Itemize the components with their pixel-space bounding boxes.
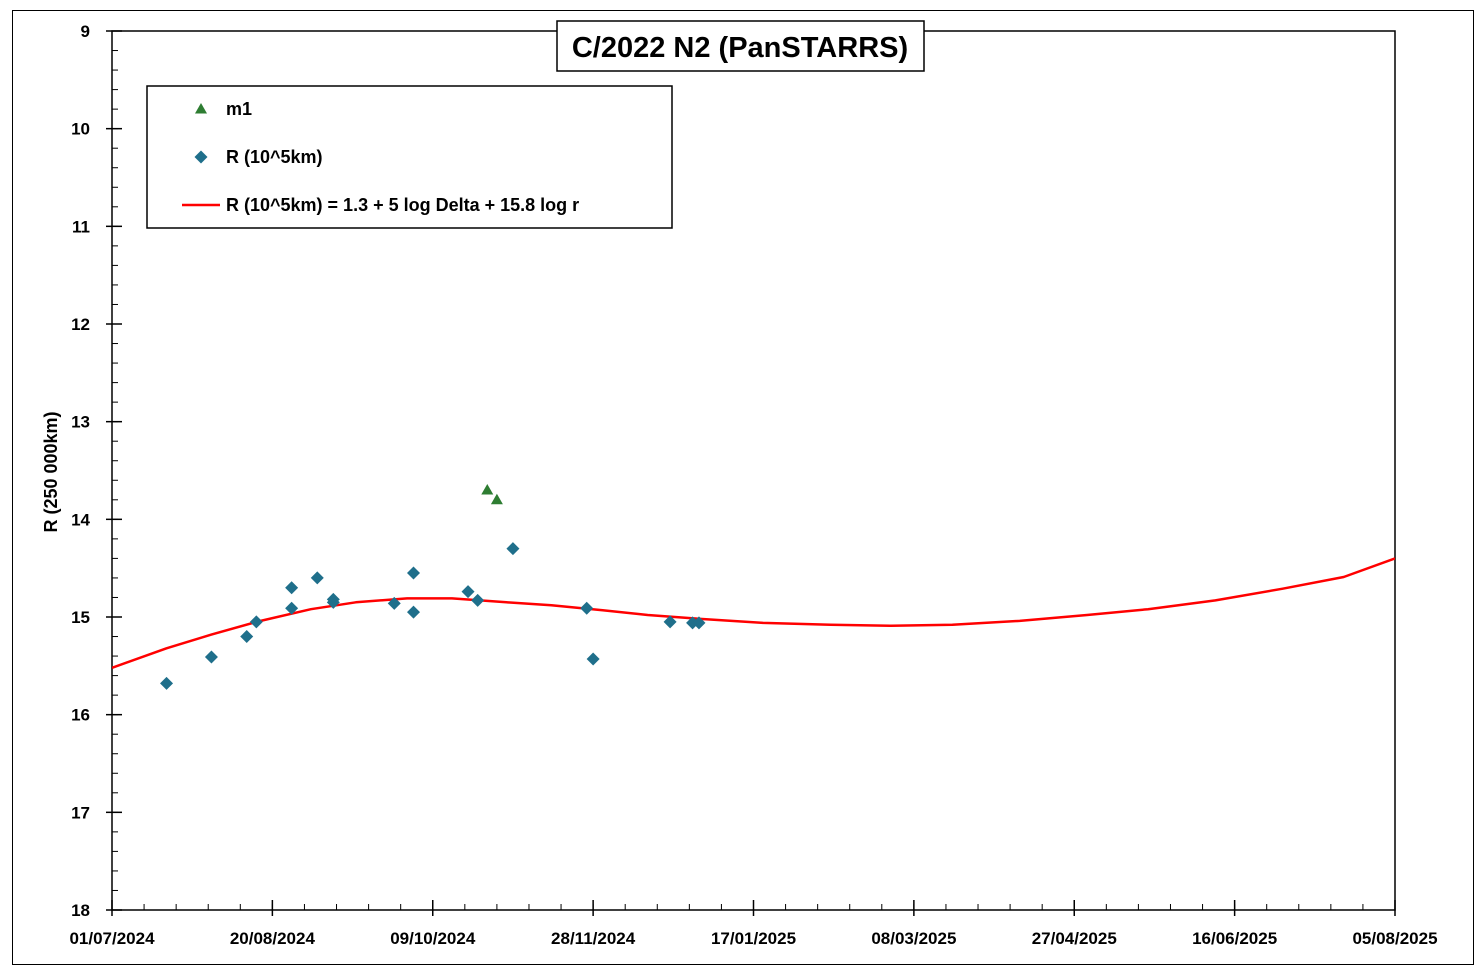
legend-label: R (10^5km) = 1.3 + 5 log Delta + 15.8 lo…	[226, 195, 579, 215]
fit-line-series	[112, 557, 1395, 669]
y-tick-label: 10	[71, 120, 90, 139]
r-point	[387, 596, 401, 610]
r-point	[285, 601, 299, 615]
r-point	[160, 676, 174, 690]
r-point	[240, 630, 254, 644]
r-point	[407, 566, 421, 580]
y-axis: 9 10 11 12 13 14 15 16 17 18	[71, 22, 122, 920]
r-point	[580, 601, 594, 615]
x-tick-label: 05/08/2025	[1352, 929, 1437, 948]
series-layer	[112, 484, 1395, 690]
y-tick-label: 18	[71, 901, 90, 920]
y-tick-label: 17	[71, 803, 90, 822]
chart-title-box: C/2022 N2 (PanSTARRS)	[556, 20, 925, 72]
m1-series	[481, 484, 503, 505]
legend-entry: R (10^5km) = 1.3 + 5 log Delta + 15.8 lo…	[182, 195, 579, 215]
x-tick-label: 08/03/2025	[871, 929, 956, 948]
x-tick-label: 09/10/2024	[390, 929, 476, 948]
r-point	[407, 605, 421, 619]
x-axis: 01/07/2024 20/08/2024 09/10/2024 28/11/2024…	[69, 900, 1438, 948]
y-tick-label: 12	[71, 315, 90, 334]
r-point	[310, 571, 324, 585]
title-frame	[556, 20, 925, 72]
chart-title: C/2022 N2 (PanSTARRS)	[572, 32, 908, 64]
y-tick-label: 16	[71, 706, 90, 725]
y-tick-label: 11	[72, 217, 90, 236]
legend-entry: R (10^5km)	[194, 147, 323, 167]
r-point	[326, 595, 340, 609]
y-tick-label: 14	[71, 510, 90, 529]
legend-frame	[146, 85, 673, 229]
r-point	[285, 581, 299, 595]
legend: m1 R (10^5km) R (10^5km) = 1.3 + 5 log Del…	[146, 85, 673, 229]
x-tick-label: 16/06/2025	[1192, 929, 1277, 948]
x-tick-label: 27/04/2025	[1032, 929, 1117, 948]
r-point	[204, 650, 218, 664]
y-tick-label: 13	[71, 413, 90, 432]
r-point	[692, 616, 706, 630]
r-point	[506, 542, 520, 556]
y-tick-label: 9	[81, 22, 90, 41]
x-tick-label: 28/11/2024	[551, 929, 636, 948]
m1-point	[481, 484, 494, 495]
r-point	[249, 615, 263, 629]
y-axis-title: R (250 000km)	[41, 411, 61, 532]
m1-point	[490, 493, 503, 505]
x-tick-label: 17/01/2025	[711, 929, 796, 948]
legend-label: m1	[226, 99, 252, 119]
x-tick-label: 01/07/2024	[69, 929, 155, 948]
legend-triangle-marker	[195, 103, 207, 114]
legend-diamond-marker	[194, 150, 208, 164]
r-point	[663, 615, 677, 629]
legend-label: R (10^5km)	[226, 147, 323, 167]
r-point	[586, 652, 600, 666]
y-tick-label: 15	[71, 608, 90, 627]
x-tick-label: 20/08/2024	[230, 929, 316, 948]
legend-entry: m1	[195, 99, 252, 119]
r-point	[461, 585, 475, 599]
r-point	[471, 593, 485, 607]
fit-line	[112, 557, 1395, 669]
r-series	[160, 542, 706, 690]
